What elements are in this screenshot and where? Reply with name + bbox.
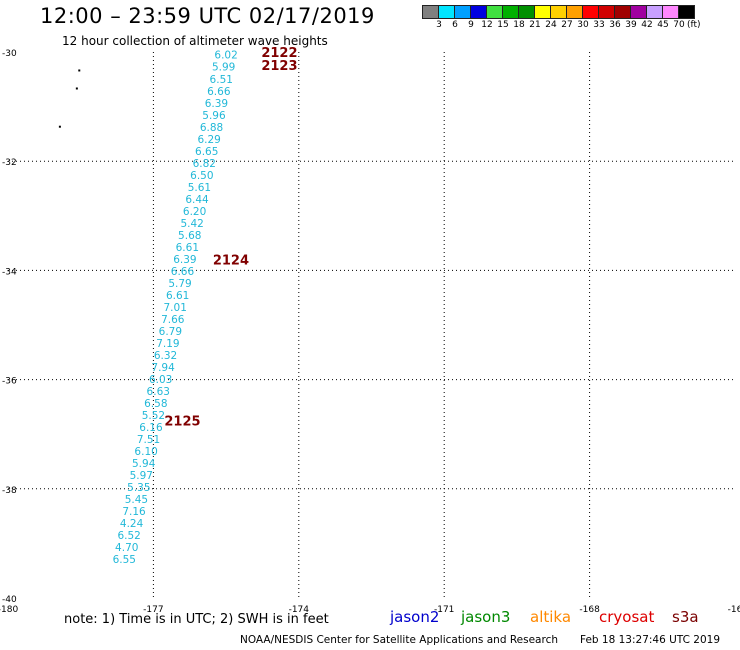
swh-measurement: 6.66: [171, 266, 195, 278]
swh-measurement: 7.94: [151, 362, 175, 374]
x-tick-label: -16: [728, 605, 740, 615]
pass-time-label: 2125: [164, 415, 200, 430]
pass-time-label: 2123: [261, 59, 297, 74]
swh-measurement: 6.79: [159, 326, 182, 338]
legend-unit: (ft): [687, 20, 701, 30]
swh-measurement: 6.39: [173, 254, 196, 266]
legend-label: 24: [545, 20, 557, 30]
swh-measurement: 4.70: [115, 542, 138, 554]
legend-label: 12: [481, 20, 493, 30]
island-marker: [58, 125, 61, 128]
swh-measurement: 7.19: [156, 338, 179, 350]
pass-time-label: 2124: [213, 253, 249, 268]
swh-measurement: 6.02: [214, 50, 237, 62]
swh-measurement: 6.44: [185, 194, 209, 206]
page-title: 12:00 – 23:59 UTC 02/17/2019: [40, 4, 375, 28]
y-tick-label: -30: [2, 49, 17, 59]
y-tick-label: -36: [2, 377, 17, 387]
legend-label: 70: [673, 20, 685, 30]
swh-measurement: 6.32: [154, 350, 177, 362]
page-subtitle: 12 hour collection of altimeter wave hei…: [62, 34, 328, 48]
legend-swatches: [422, 5, 740, 19]
swh-measurement: 6.10: [134, 446, 157, 458]
swh-measurement: 6.55: [113, 554, 136, 566]
legend-label: 21: [529, 20, 541, 30]
swh-measurement: 6.03: [149, 374, 172, 386]
legend-label: 27: [561, 20, 573, 30]
satellite-s3a: s3a: [672, 608, 699, 626]
x-tick-label: -177: [143, 605, 163, 615]
y-tick-label: -40: [2, 595, 17, 605]
x-tick-label: -171: [434, 605, 454, 615]
swh-measurement: 7.01: [164, 302, 187, 314]
legend-label: 9: [468, 20, 474, 30]
y-tick-label: -34: [2, 267, 17, 277]
swh-measurement: 5.94: [132, 458, 156, 470]
swh-measurement: 6.39: [205, 98, 228, 110]
footer-timestamp: Feb 18 13:27:46 UTC 2019: [580, 634, 720, 646]
legend-label: 36: [609, 20, 621, 30]
swh-measurement: 5.42: [180, 218, 203, 230]
y-tick-label: -38: [2, 486, 17, 496]
swh-measurement: 6.50: [190, 170, 213, 182]
swh-measurement: 5.45: [125, 494, 148, 506]
swh-measurement: 5.99: [212, 62, 235, 74]
swh-measurement: 6.82: [193, 158, 216, 170]
swh-measurement: 6.16: [139, 422, 163, 434]
swh-measurement: 5.35: [127, 482, 150, 494]
wave-height-color-legend: 3 6 9 12 15 18 21 24 27 30 33 36 39 42 45 70 (ft): [422, 5, 740, 31]
legend-label: 42: [641, 20, 653, 30]
swh-measurement: 6.66: [207, 86, 231, 98]
satellite-cryosat: cryosat: [599, 608, 655, 626]
island-marker: [75, 87, 78, 90]
swh-measurement: 7.66: [161, 314, 185, 326]
y-tick-label: -32: [2, 158, 17, 168]
legend-labels: 3 6 9 12 15 18 21 24 27 30 33 36 39 42 45 70 (ft): [422, 19, 740, 31]
legend-label: 15: [497, 20, 509, 30]
satellite-jason2: jason2: [390, 608, 440, 626]
swh-measurement: 5.61: [188, 182, 211, 194]
legend-label: 18: [513, 20, 525, 30]
swh-measurement: 6.52: [117, 530, 140, 542]
swh-measurement: 7.51: [137, 434, 160, 446]
swh-measurement: 6.63: [147, 386, 170, 398]
swh-measurement: 5.79: [168, 278, 191, 290]
x-tick-label: -168: [579, 605, 600, 615]
legend-label: 45: [657, 20, 669, 30]
footer-credit: NOAA/NESDIS Center for Satellite Applica…: [240, 634, 558, 646]
legend-label: 3: [436, 20, 442, 30]
legend-label: 33: [593, 20, 605, 30]
legend-label: 30: [577, 20, 589, 30]
x-tick-label: -174: [289, 605, 310, 615]
satellite-jason3: jason3: [461, 608, 511, 626]
swh-measurement: 6.88: [200, 122, 223, 134]
units-note: note: 1) Time is in UTC; 2) SWH is in fe…: [64, 612, 329, 627]
swh-measurement: 6.29: [197, 134, 220, 146]
swh-measurement: 5.96: [202, 110, 226, 122]
swh-measurement: 7.16: [122, 506, 146, 518]
swh-measurement: 5.97: [130, 470, 153, 482]
swh-measurement: 6.61: [166, 290, 189, 302]
legend-swatch: [678, 5, 695, 19]
pass-time-label: 2122: [261, 46, 297, 61]
legend-label: 39: [625, 20, 637, 30]
swh-measurement: 6.58: [144, 398, 167, 410]
satellite-altika: altika: [530, 608, 572, 626]
swh-measurement: 6.61: [176, 242, 199, 254]
swh-measurement: 4.24: [120, 518, 144, 530]
island-marker: [78, 69, 81, 72]
legend-label: 6: [452, 20, 458, 30]
swh-measurement: 5.52: [142, 410, 165, 422]
swh-measurement: 6.20: [183, 206, 206, 218]
x-tick-label: -180: [0, 605, 18, 615]
swh-measurement: 6.51: [210, 74, 233, 86]
swh-measurement: 6.65: [195, 146, 218, 158]
swh-measurement: 5.68: [178, 230, 201, 242]
